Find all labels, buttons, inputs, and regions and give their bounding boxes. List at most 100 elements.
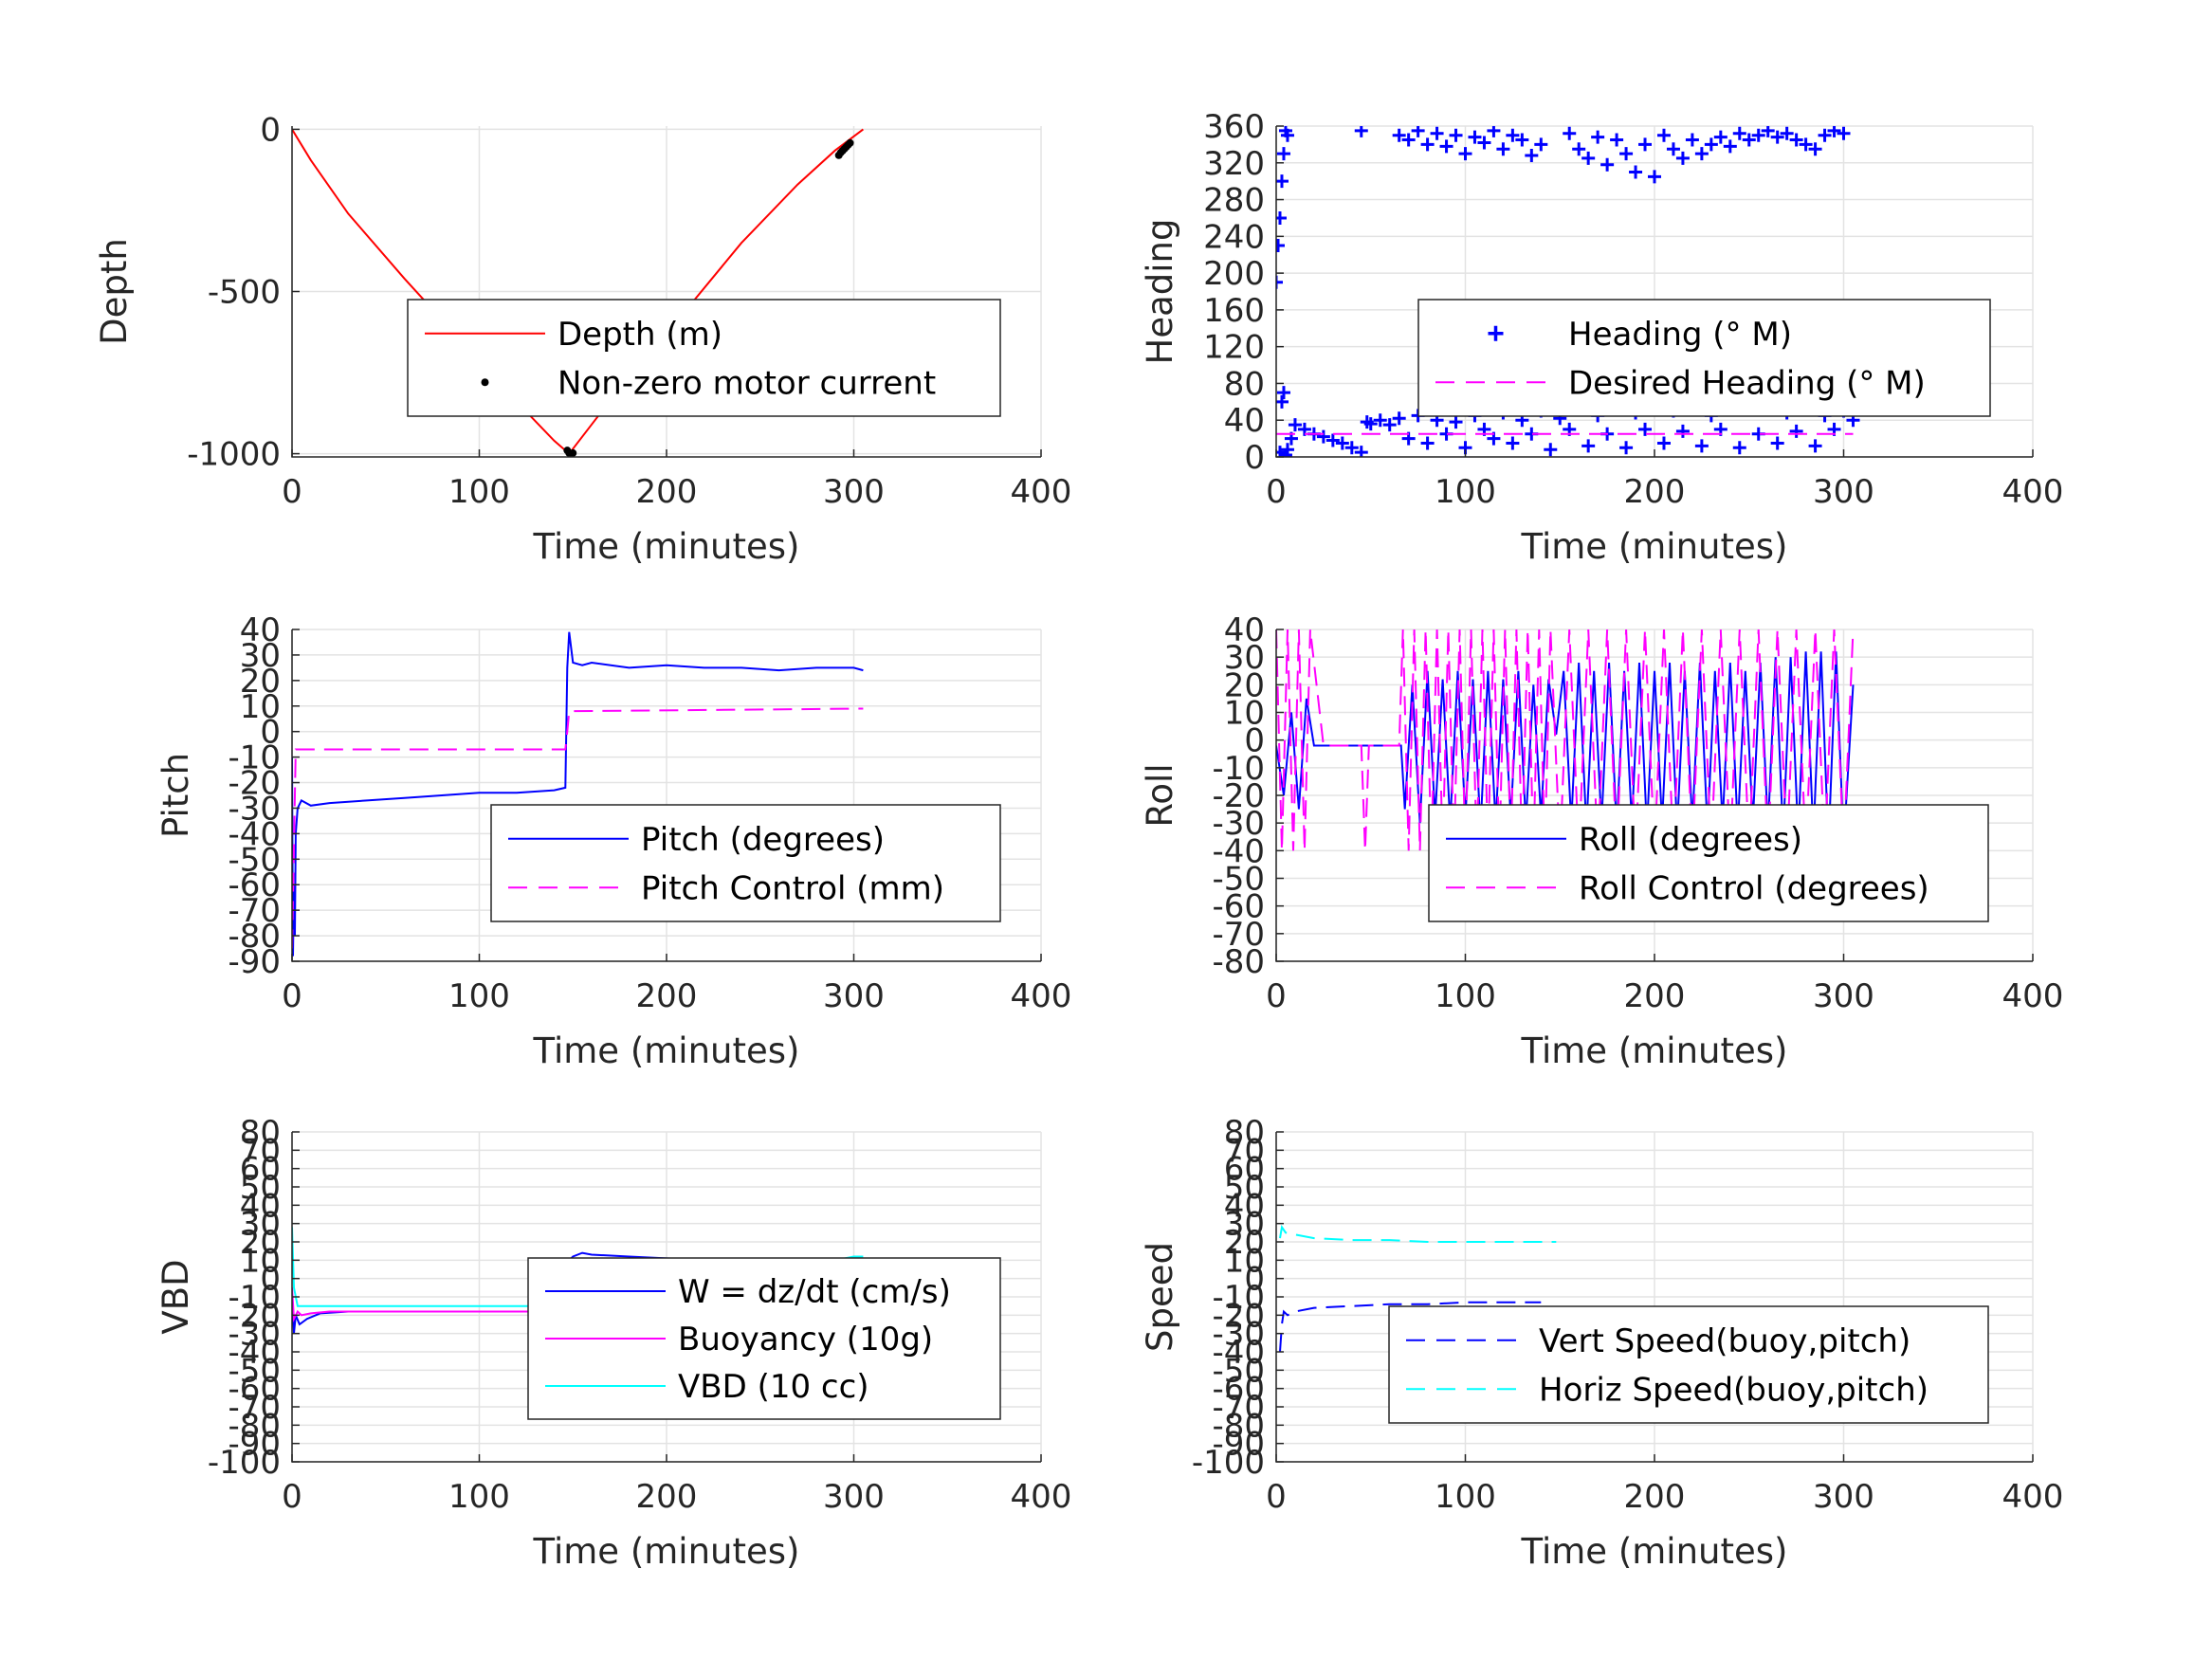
roll-ytick-label: 30 <box>1224 639 1265 677</box>
vbd-chart: 0 100 200 300 400-100-90-80-70-60-50-40-30-2… <box>155 1114 1071 1572</box>
heading-xlabel: Time (minutes) <box>1521 526 1788 567</box>
roll-ytick-label: 0 <box>1244 722 1265 760</box>
depth-ylabel: Depth <box>94 238 135 345</box>
heading-series-0-point <box>1506 436 1520 450</box>
heading-series-0-point <box>1581 439 1596 453</box>
depth-xtick-label: 100 <box>448 473 510 511</box>
heading-legend-swatch <box>1488 325 1504 341</box>
speed-ytick-label: 30 <box>1224 1206 1265 1244</box>
vbd-ytick-label: -70 <box>228 1389 281 1427</box>
vbd-ytick-label: -30 <box>228 1316 281 1354</box>
vbd-ytick-label: 30 <box>240 1206 281 1244</box>
speed-ytick-label: -10 <box>1212 1279 1265 1317</box>
heading-xtick-label: 200 <box>1624 473 1686 511</box>
vbd-xtick-label: 200 <box>636 1478 698 1516</box>
heading-series-0-point <box>1732 126 1746 140</box>
depth-xtick-label: 200 <box>636 473 698 511</box>
heading-ytick-label: 80 <box>1224 365 1265 403</box>
heading-series-0-point <box>1335 436 1349 450</box>
roll-ytick-label: -10 <box>1212 750 1265 788</box>
heading-ytick-label: 360 <box>1203 108 1265 146</box>
heading-series-0-point <box>1751 128 1765 142</box>
heading-series-0-point <box>1629 165 1643 179</box>
pitch-xtick-label: 0 <box>282 977 302 1015</box>
heading-series-0-point <box>1808 142 1822 156</box>
heading-series-0-point <box>1382 418 1397 432</box>
heading-series-0-point <box>1581 151 1596 165</box>
heading-series-0-point <box>1619 441 1634 455</box>
heading-series-0-point <box>1316 429 1330 444</box>
heading-series-0-point <box>1276 275 1283 289</box>
vbd-legend-label: VBD (10 cc) <box>678 1368 869 1406</box>
heading-series-0-point <box>1280 128 1294 142</box>
speed-ytick-label: -20 <box>1212 1297 1265 1335</box>
heading-series-0-point <box>1610 133 1624 147</box>
speed-legend-box <box>1388 1305 1989 1424</box>
heading-series-0-point <box>1638 137 1653 152</box>
heading-legend: Heading (° M) Desired Heading (° M) <box>1417 299 1991 417</box>
speed-ytick-label: 10 <box>1224 1242 1265 1280</box>
heading-series-0-point <box>1468 130 1482 144</box>
heading-series-0-point <box>1694 147 1709 161</box>
heading-series-0-point <box>1648 170 1661 184</box>
heading-series-0-point <box>1430 126 1444 140</box>
speed-ytick-label: -60 <box>1212 1371 1265 1409</box>
depth-series-1-point <box>569 448 577 457</box>
heading-series-0-point <box>1449 415 1463 429</box>
heading-legend-box <box>1417 299 1991 417</box>
speed-xlabel: Time (minutes) <box>1521 1531 1788 1572</box>
heading-legend-label: Desired Heading (° M) <box>1568 364 1926 402</box>
heading-ytick-label: 0 <box>1244 439 1265 477</box>
depth-legend-label: Non-zero motor current <box>558 364 936 402</box>
vbd-ytick-label: 50 <box>240 1169 281 1207</box>
heading-series-0-point <box>1276 386 1290 400</box>
roll-xlabel: Time (minutes) <box>1521 1030 1788 1071</box>
roll-ytick-label: 10 <box>1224 695 1265 733</box>
heading-chart: 0 100 200 300 40004080120160200240280320360T… <box>1140 108 2063 567</box>
pitch-ytick-label: -60 <box>228 866 281 904</box>
pitch-ytick-label: -90 <box>228 943 281 981</box>
speed-xtick-label: 100 <box>1435 1478 1496 1516</box>
heading-series-0-point <box>1354 126 1368 137</box>
heading-series-0-point <box>1496 142 1510 156</box>
vbd-ytick-label: 40 <box>240 1187 281 1225</box>
pitch-ytick-label: -40 <box>228 815 281 853</box>
heading-series-0-point <box>1818 128 1832 142</box>
roll-xtick-label: 100 <box>1435 977 1496 1015</box>
heading-series-0-point <box>1656 436 1671 450</box>
heading-ytick-label: 240 <box>1203 218 1265 256</box>
heading-ylabel: Heading <box>1140 219 1180 365</box>
pitch-ytick-label: -10 <box>228 739 281 777</box>
speed-legend: Vert Speed(buoy,pitch) Horiz Speed(buoy,p… <box>1388 1305 1989 1424</box>
depth-xtick-label: 400 <box>1011 473 1072 511</box>
heading-series-0-point <box>1619 147 1634 161</box>
heading-series-0-point <box>1420 137 1435 152</box>
heading-series-0-point <box>1789 133 1803 147</box>
speed-ytick-label: 80 <box>1224 1114 1265 1152</box>
vbd-ytick-label: -80 <box>228 1407 281 1445</box>
pitch-ytick-label: 40 <box>240 611 281 649</box>
heading-series-0-point <box>1675 424 1690 438</box>
vbd-xtick-label: 0 <box>282 1478 302 1516</box>
speed-xtick-label: 200 <box>1624 1478 1686 1516</box>
heading-series-0-point <box>1656 128 1671 142</box>
pitch-xlabel: Time (minutes) <box>533 1030 800 1071</box>
depth-xlabel: Time (minutes) <box>533 526 800 567</box>
heading-series-0-point <box>1732 441 1746 455</box>
speed-ytick-label: -90 <box>1212 1426 1265 1464</box>
roll-legend-label: Roll (degrees) <box>1579 821 1802 859</box>
speed-legend-label: Horiz Speed(buoy,pitch) <box>1539 1371 1929 1409</box>
roll-ytick-label: -40 <box>1212 832 1265 870</box>
roll-xtick-label: 200 <box>1624 977 1686 1015</box>
vbd-ytick-label: -40 <box>228 1334 281 1372</box>
speed-ytick-label: 0 <box>1244 1261 1265 1299</box>
heading-series-0-point <box>1713 130 1728 144</box>
heading-series-0-point <box>1363 417 1378 431</box>
heading-series-0-point <box>1799 137 1813 152</box>
speed-ytick-label: 40 <box>1224 1187 1265 1225</box>
depth-legend-swatch <box>481 378 489 387</box>
speed-ytick-label: -30 <box>1212 1316 1265 1354</box>
heading-ytick-label: 40 <box>1224 402 1265 440</box>
vbd-ytick-label: -10 <box>228 1279 281 1317</box>
depth-legend-box <box>407 299 1001 417</box>
